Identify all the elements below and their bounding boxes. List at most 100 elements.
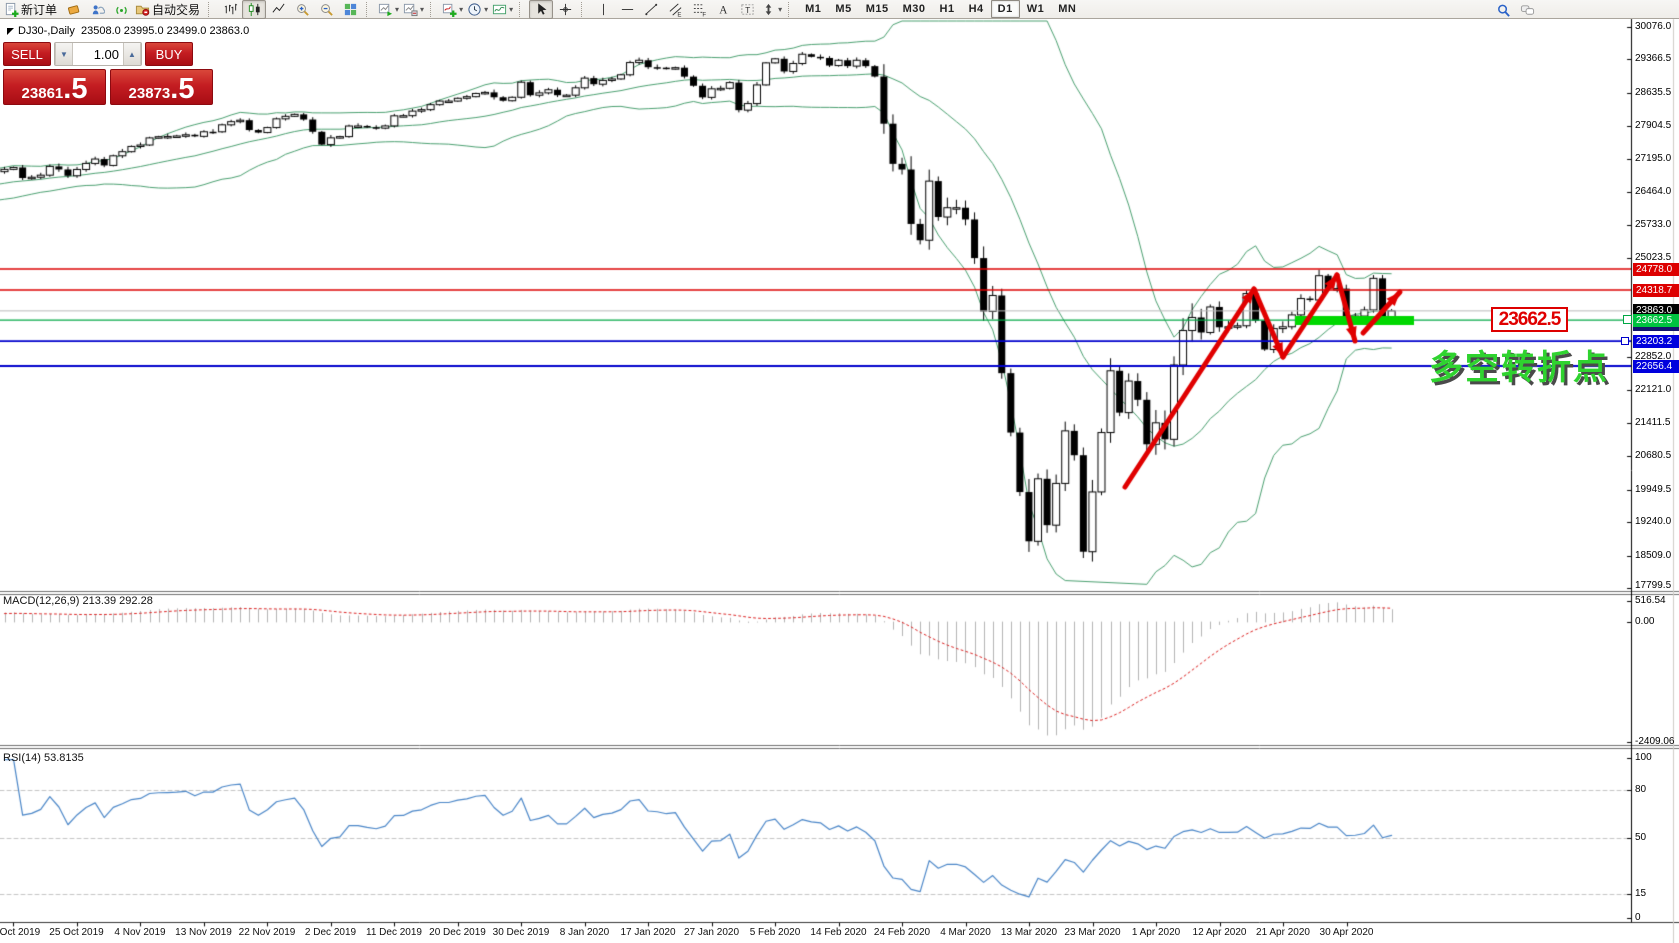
timeframe-m15-button[interactable]: M15 xyxy=(865,3,889,15)
svg-text:T: T xyxy=(745,4,750,14)
volume-increase-button[interactable]: ▲ xyxy=(123,43,141,65)
profile-icon xyxy=(403,2,418,17)
macd-values: 213.39 292.28 xyxy=(82,595,153,607)
macd-indicator-label: MACD(12,26,9) 213.39 292.28 xyxy=(3,595,153,607)
timeframe-m30-button[interactable]: M30 xyxy=(902,3,926,15)
price-axis-label: -2409.06 xyxy=(1635,736,1675,747)
timeframe-w1-button[interactable]: W1 xyxy=(1026,3,1045,15)
timeframe-m5-button[interactable]: M5 xyxy=(835,3,852,15)
text-label-button[interactable]: T xyxy=(735,0,759,19)
indicators-icon xyxy=(442,2,457,17)
price-axis-label: 25023.5 xyxy=(1635,251,1672,263)
date-axis-label: 24 Feb 2020 xyxy=(873,927,931,938)
price-axis-label: 0.00 xyxy=(1635,616,1655,627)
green-line-axis-marker[interactable] xyxy=(1623,315,1632,324)
sell-button[interactable]: SELL xyxy=(3,42,51,66)
dropdown-caret-icon[interactable]: ▾ xyxy=(778,4,783,14)
date-axis-label: 25 Oct 2019 xyxy=(49,927,104,938)
volume-input[interactable] xyxy=(73,43,123,65)
date-axis-label: 1 Apr 2020 xyxy=(1131,927,1181,938)
publish-chart-button[interactable] xyxy=(85,0,109,19)
volume-decrease-button[interactable]: ▼ xyxy=(55,43,73,65)
one-click-collapse-arrow[interactable] xyxy=(7,28,14,35)
templates-button[interactable]: ▾ xyxy=(490,0,515,19)
timeframe-h4-button[interactable]: H4 xyxy=(968,3,984,15)
main-toolbar: 新订单 自动交易 ▾ ▾ ▾ ▾ ▾ E F A T ▾ M1 M5 M15 M30 H1 H4 D1 W1 MN xyxy=(0,0,1679,19)
chart-title: DJ30-,Daily 23508.0 23995.0 23499.0 2386… xyxy=(18,25,249,37)
autotrading-button[interactable]: 自动交易 xyxy=(133,0,204,19)
price-axis-label: 80 xyxy=(1635,784,1647,795)
price-line-label: 24778.0 xyxy=(1633,262,1679,276)
candlestick-chart-button[interactable] xyxy=(242,0,267,19)
price-axis-label: 516.54 xyxy=(1635,595,1666,606)
macd-name: MACD(12,26,9) xyxy=(3,595,80,607)
chart-window-button[interactable] xyxy=(61,0,85,19)
arrows-button[interactable]: ▾ xyxy=(759,0,784,19)
zoom-out-button[interactable] xyxy=(314,0,338,19)
toolbar-separator xyxy=(366,1,373,17)
timeframe-m1-button[interactable]: M1 xyxy=(805,3,822,15)
crosshair-button[interactable] xyxy=(553,0,577,19)
tile-windows-button[interactable] xyxy=(338,0,362,19)
community-button[interactable] xyxy=(1515,1,1539,20)
text-button[interactable]: A xyxy=(711,0,735,19)
toolbar-separator xyxy=(788,1,795,17)
profiles-button[interactable]: ▾ xyxy=(401,0,426,19)
price-axis-label: 22852.0 xyxy=(1635,351,1672,363)
date-axis-label: 23 Mar 2020 xyxy=(1064,927,1121,938)
horizontal-line-button[interactable] xyxy=(615,0,639,19)
svg-text:A: A xyxy=(719,4,728,16)
arrows-icon xyxy=(761,2,776,17)
dropdown-caret-icon[interactable]: ▾ xyxy=(509,4,514,14)
buy-price-frac: .5 xyxy=(170,73,195,106)
date-axis-label: 4 Mar 2020 xyxy=(940,927,991,938)
date-axis-label: 16 Oct 2019 xyxy=(0,927,41,938)
indicators-button[interactable]: ▾ xyxy=(440,0,465,19)
dropdown-caret-icon[interactable]: ▾ xyxy=(395,4,400,14)
cloud-user-icon xyxy=(90,2,105,17)
date-axis-label: 22 Nov 2019 xyxy=(238,927,296,938)
signals-button[interactable] xyxy=(109,0,133,19)
vertical-line-button[interactable] xyxy=(591,0,615,19)
buy-price[interactable]: 23873.5 xyxy=(110,69,213,105)
equidistant-channel-button[interactable]: E xyxy=(663,0,687,19)
svg-text:F: F xyxy=(702,11,706,16)
price-axis-label: 25733.0 xyxy=(1635,219,1672,231)
toolbar-separator xyxy=(519,1,526,17)
line-chart-button[interactable] xyxy=(266,0,290,19)
dropdown-caret-icon[interactable]: ▾ xyxy=(484,4,489,14)
trendline-button[interactable] xyxy=(639,0,663,19)
clock-icon xyxy=(467,2,482,17)
zoom-in-button[interactable] xyxy=(290,0,314,19)
sell-price-main: 23861 xyxy=(21,85,64,102)
price-callout-box[interactable]: 23662.5 xyxy=(1491,307,1568,332)
bar-chart-button[interactable] xyxy=(218,0,242,19)
signal-icon xyxy=(114,2,129,17)
new-order-label: 新订单 xyxy=(21,2,58,17)
price-axis-label: 15 xyxy=(1635,888,1647,899)
new-chart-button[interactable]: ▾ xyxy=(376,0,401,19)
periods-button[interactable]: ▾ xyxy=(465,0,490,19)
sell-price[interactable]: 23861.5 xyxy=(3,69,106,105)
search-button[interactable] xyxy=(1491,1,1515,20)
dropdown-caret-icon[interactable]: ▾ xyxy=(420,4,425,14)
dropdown-caret-icon[interactable]: ▾ xyxy=(459,4,464,14)
price-axis-label: 26464.0 xyxy=(1635,186,1672,198)
new-order-button[interactable]: 新订单 xyxy=(2,0,61,19)
turning-point-annotation: 多空转折点 xyxy=(1429,349,1609,387)
channel-icon: E xyxy=(668,2,683,17)
blue-line-axis-marker[interactable] xyxy=(1621,337,1629,345)
textlabel-icon: T xyxy=(740,2,755,17)
timeframe-d1-button[interactable]: D1 xyxy=(990,0,1020,18)
timeframe-h1-button[interactable]: H1 xyxy=(939,3,955,15)
date-axis-label: 30 Dec 2019 xyxy=(492,927,550,938)
autotrade-icon xyxy=(135,2,150,17)
cursor-button[interactable] xyxy=(529,0,554,19)
date-axis-label: 20 Dec 2019 xyxy=(429,927,486,938)
buy-button[interactable]: BUY xyxy=(145,42,193,66)
doc-plus-icon xyxy=(4,2,19,17)
fibonacci-button[interactable]: F xyxy=(687,0,711,19)
date-axis-label: 13 Mar 2020 xyxy=(1000,927,1058,938)
timeframe-mn-button[interactable]: MN xyxy=(1058,3,1077,15)
